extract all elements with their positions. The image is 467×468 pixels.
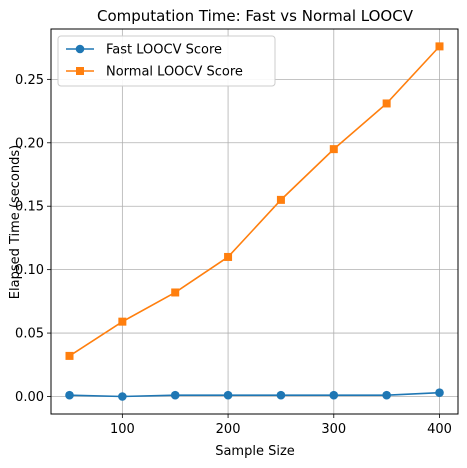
legend-item: Normal LOOCV Score — [66, 65, 243, 80]
x-tick-label: 100 — [110, 422, 135, 437]
data-point — [435, 388, 444, 397]
y-tick-label: 0.05 — [15, 327, 44, 342]
data-point — [118, 317, 127, 326]
legend-item: Fast LOOCV Score — [66, 43, 222, 58]
y-tick-label: 0.00 — [15, 390, 44, 405]
plot-frame — [50, 28, 459, 415]
series-line — [69, 391, 440, 398]
data-point — [65, 390, 74, 400]
x-tick-label: 200 — [216, 422, 241, 437]
data-point — [382, 390, 391, 400]
data-point — [171, 288, 180, 297]
data-point — [223, 390, 233, 400]
data-point — [276, 195, 285, 204]
series-line — [69, 45, 441, 357]
data-point — [224, 252, 233, 261]
y-tick-label: 0.20 — [15, 136, 44, 151]
series-normal-loocv — [65, 42, 444, 360]
data-point — [65, 351, 74, 360]
y-tick-label: 0.15 — [15, 200, 44, 215]
series-fast-loocv — [65, 388, 444, 401]
y-axis-label: Elapsed Time (seconds) — [8, 145, 23, 299]
x-axis-label: Sample Size — [215, 444, 295, 459]
data-point — [170, 390, 180, 400]
data-point — [382, 99, 391, 108]
chart-title: Computation Time: Fast vs Normal LOOCV — [97, 7, 414, 25]
x-tick-label: 300 — [321, 422, 346, 437]
data-point — [435, 42, 444, 51]
x-axis: 100 200 300 400 — [110, 414, 452, 437]
legend-marker — [76, 67, 84, 75]
y-tick-label: 0.25 — [15, 73, 44, 88]
y-axis: 0.00 0.05 0.10 0.15 0.20 0.25 — [15, 73, 51, 405]
data-point — [118, 392, 127, 401]
data-point — [329, 390, 339, 400]
x-tick-label: 400 — [427, 422, 452, 437]
data-point — [329, 145, 338, 154]
legend: Fast LOOCV Score Normal LOOCV Score — [57, 35, 276, 87]
y-tick-label: 0.10 — [15, 263, 44, 278]
data-point — [276, 390, 286, 400]
series-layer — [65, 42, 444, 401]
legend-label: Fast LOOCV Score — [106, 43, 222, 58]
legend-frame — [57, 35, 276, 87]
legend-marker — [75, 44, 85, 54]
legend-label: Normal LOOCV Score — [106, 65, 243, 80]
